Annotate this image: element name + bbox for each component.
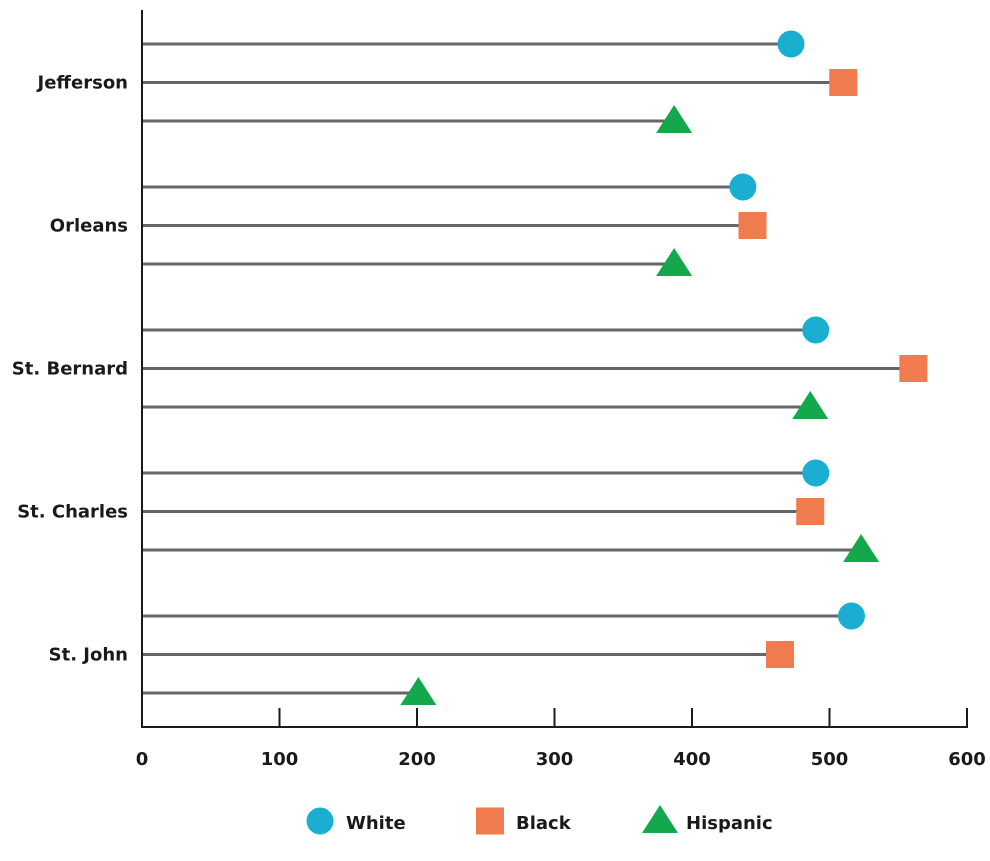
- x-tick-label-300: 300: [536, 749, 574, 770]
- legend-circle-white-icon: [306, 807, 334, 835]
- markers-layer: [400, 30, 928, 705]
- legend-triangle-hispanic-icon: [642, 805, 678, 833]
- legend-label-white: White: [346, 813, 406, 834]
- point-st-bernard-black: [899, 355, 928, 382]
- point-jefferson-black: [829, 69, 858, 96]
- point-st-bernard-hispanic: [792, 391, 829, 419]
- legend-label-hispanic: Hispanic: [686, 813, 773, 834]
- category-label-orleans: Orleans: [50, 216, 128, 237]
- category-label-st-john: St. John: [49, 645, 128, 666]
- x-axis-ticks: 0 100 200 300 400 500 600: [136, 708, 986, 770]
- x-tick-label-600: 600: [948, 749, 986, 770]
- legend: White Black Hispanic: [306, 805, 773, 835]
- x-tick-label-0: 0: [136, 749, 149, 770]
- legend-label-black: Black: [516, 813, 572, 834]
- category-labels: Jefferson Orleans St. Bernard St. Charles St…: [12, 73, 128, 666]
- point-jefferson-white: [777, 30, 805, 58]
- legend-square-black-icon: [476, 807, 504, 835]
- x-tick-label-100: 100: [261, 749, 299, 770]
- x-tick-label-400: 400: [673, 749, 711, 770]
- stems-layer: [142, 42, 914, 695]
- point-orleans-white: [729, 173, 757, 201]
- point-orleans-hispanic: [656, 248, 693, 276]
- point-orleans-black: [738, 212, 767, 239]
- x-tick-label-200: 200: [398, 749, 436, 770]
- category-label-st-charles: St. Charles: [17, 502, 128, 523]
- point-st-charles-black: [796, 498, 825, 525]
- point-st-charles-hispanic: [843, 534, 880, 562]
- point-st-charles-white: [802, 459, 830, 487]
- x-tick-label-500: 500: [811, 749, 849, 770]
- point-st-john-white: [838, 602, 865, 630]
- point-st-john-hispanic: [400, 677, 437, 705]
- point-st-john-black: [766, 641, 794, 668]
- point-jefferson-hispanic: [656, 105, 693, 133]
- point-st-bernard-white: [802, 316, 830, 344]
- category-label-jefferson: Jefferson: [36, 73, 128, 94]
- category-label-st-bernard: St. Bernard: [12, 359, 128, 380]
